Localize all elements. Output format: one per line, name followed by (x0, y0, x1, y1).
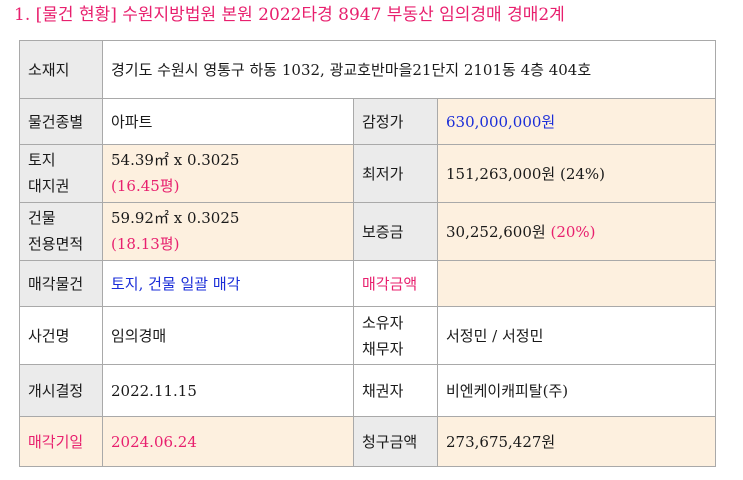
table-row-sale: 매각물건 토지, 건물 일괄 매각 매각금액 (19, 260, 717, 307)
property-type-value: 아파트 (102, 98, 354, 145)
deposit-percent: (20%) (550, 222, 596, 241)
owner-debtor-label: 소유자 채무자 (353, 306, 438, 365)
creditor-label: 채권자 (353, 364, 438, 417)
land-label: 토지 대지권 (19, 144, 103, 203)
address-value: 경기도 수원시 영통구 하동 1032, 광교호반마을21단지 2101동 4층… (101, 40, 717, 99)
table-row-address: 소재지 경기도 수원시 영통구 하동 1032, 광교호반마을21단지 2101… (19, 40, 717, 99)
building-area: 59.92㎡ x 0.3025 (111, 209, 240, 227)
property-type-label: 물건종별 (19, 98, 103, 145)
owner-debtor-value: 서정민 / 서정민 (436, 306, 717, 365)
start-decision-value: 2022.11.15 (102, 364, 354, 417)
property-info-table: 소재지 경기도 수원시 영통구 하동 1032, 광교호반마을21단지 2101… (19, 40, 717, 467)
sale-item-value: 토지, 건물 일괄 매각 (102, 260, 354, 307)
building-pyeong: (18.13평) (111, 235, 180, 253)
table-row-type: 물건종별 아파트 감정가 630,000,000원 (19, 98, 717, 145)
owner-label: 소유자 (362, 313, 404, 332)
building-label-line2: 전용면적 (28, 235, 84, 253)
case-name-label: 사건명 (19, 306, 103, 365)
page-title: 1. [물건 현황] 수원지방법원 본원 2022타경 8947 부동산 임의경… (14, 5, 565, 25)
sale-amount-value (436, 260, 717, 307)
table-row-date: 매각기일 2024.06.24 청구금액 273,675,427원 (19, 416, 717, 467)
debtor-label: 채무자 (362, 339, 404, 358)
deposit-value: 30,252,600원 (20%) (436, 202, 717, 261)
appraisal-value: 630,000,000원 (436, 98, 717, 145)
land-value: 54.39㎡ x 0.3025 (16.45평) (102, 144, 354, 203)
land-area: 54.39㎡ x 0.3025 (111, 151, 240, 169)
appraisal-label: 감정가 (353, 98, 438, 145)
table-row-start: 개시결정 2022.11.15 채권자 비엔케이캐피탈(주) (19, 364, 717, 417)
sale-date-value: 2024.06.24 (102, 416, 354, 467)
case-name-value: 임의경매 (102, 306, 354, 365)
land-label-line2: 대지권 (28, 177, 70, 195)
address-label: 소재지 (19, 40, 103, 99)
table-row-building: 건물 전용면적 59.92㎡ x 0.3025 (18.13평) 보증금 30,… (19, 202, 717, 261)
sale-amount-label: 매각금액 (353, 260, 438, 307)
building-value: 59.92㎡ x 0.3025 (18.13평) (102, 202, 354, 261)
table-row-case: 사건명 임의경매 소유자 채무자 서정민 / 서정민 (19, 306, 717, 365)
claim-amount-value: 273,675,427원 (436, 416, 717, 467)
deposit-amount: 30,252,600원 (446, 222, 546, 241)
minimum-price-value: 151,263,000원 (24%) (436, 144, 717, 203)
table-row-land: 토지 대지권 54.39㎡ x 0.3025 (16.45평) 최저가 151,… (19, 144, 717, 203)
land-label-line1: 토지 (28, 151, 56, 169)
start-decision-label: 개시결정 (19, 364, 103, 417)
minimum-price-label: 최저가 (353, 144, 438, 203)
building-label-line1: 건물 (28, 209, 56, 227)
deposit-label: 보증금 (353, 202, 438, 261)
building-label: 건물 전용면적 (19, 202, 103, 261)
claim-amount-label: 청구금액 (353, 416, 438, 467)
sale-item-label: 매각물건 (19, 260, 103, 307)
creditor-value: 비엔케이캐피탈(주) (436, 364, 717, 417)
sale-date-label: 매각기일 (19, 416, 103, 467)
land-pyeong: (16.45평) (111, 177, 180, 195)
